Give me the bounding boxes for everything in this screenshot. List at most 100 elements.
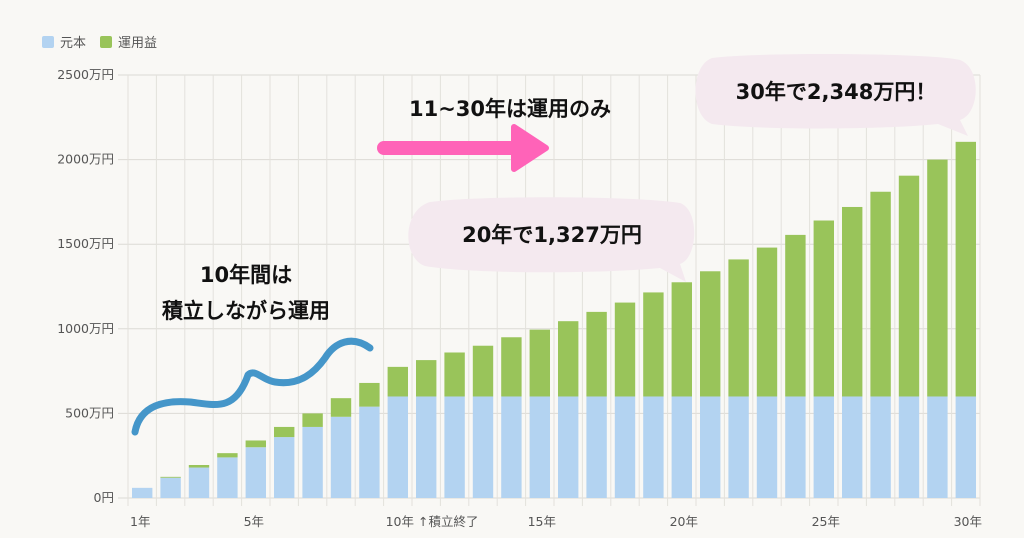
right-arrow-icon [377, 124, 549, 172]
bar-segment-returns [614, 302, 636, 397]
bar-year-12[interactable] [444, 352, 465, 498]
y-tick-label: 2000万円 [57, 152, 114, 167]
bar-segment-returns [330, 398, 352, 417]
bar-segment-principal [813, 396, 834, 498]
annotation-investment-only: 11~30年は運用のみ [409, 97, 611, 121]
bar-year-10[interactable] [387, 366, 408, 498]
legend-label-principal: 元本 [60, 36, 87, 51]
bar-segment-returns [302, 413, 323, 427]
bar-segment-principal [359, 406, 380, 498]
bar-year-6[interactable] [274, 426, 295, 498]
bar-segment-returns [728, 259, 749, 397]
bar-year-9[interactable] [359, 382, 380, 498]
chart-legend: 元本 運用益 [42, 32, 157, 51]
bar-segment-principal [302, 426, 323, 498]
bar-segment-returns [472, 345, 494, 397]
bar-segment-principal [700, 396, 721, 498]
bar-year-24[interactable] [785, 234, 806, 498]
bar-segment-returns [700, 271, 721, 397]
bar-year-28[interactable] [898, 175, 920, 498]
bar-segment-principal [444, 396, 465, 498]
bar-segment-returns [643, 292, 664, 397]
bar-segment-principal [132, 487, 153, 498]
bar-year-18[interactable] [614, 302, 636, 498]
bar-year-7[interactable] [302, 413, 323, 498]
bar-year-5[interactable] [245, 440, 266, 498]
x-tick-label: 1年 [130, 514, 150, 529]
bar-year-16[interactable] [558, 321, 579, 498]
bar-segment-principal [586, 396, 607, 498]
bar-segment-returns [217, 453, 238, 458]
bar-segment-principal [217, 457, 238, 498]
bar-year-30[interactable] [955, 141, 976, 498]
y-tick-label: 1500万円 [57, 236, 114, 251]
bar-segment-principal [188, 467, 210, 498]
x-tick-label: 20年 [670, 514, 698, 529]
legend-item-returns[interactable]: 運用益 [100, 32, 157, 51]
annotation-accumulate-line2: 積立しながら運用 [162, 299, 330, 323]
bar-segment-principal [387, 396, 408, 498]
bar-segment-returns [671, 282, 692, 397]
legend-item-principal[interactable]: 元本 [42, 32, 86, 51]
legend-swatch-returns [100, 35, 113, 48]
bar-year-1[interactable] [132, 487, 153, 498]
bar-segment-principal [160, 477, 181, 498]
bar-segment-returns [274, 426, 295, 438]
bar-year-19[interactable] [643, 292, 664, 498]
bar-year-29[interactable] [927, 159, 948, 498]
bar-year-23[interactable] [756, 247, 778, 498]
bar-segment-principal [842, 396, 863, 498]
callout-bubble-30-years: 30年で2,348万円！ [695, 54, 976, 136]
bar-year-17[interactable] [586, 311, 607, 498]
bar-segment-returns [529, 329, 550, 397]
bar-segment-returns [558, 321, 579, 397]
bar-segment-principal [245, 447, 266, 498]
x-axis: 1年 5年 10年 ↑積立終了 15年 20年 25年 30年 [130, 514, 982, 529]
callout-bubble-20-years: 20年で1,327万円 [408, 197, 695, 282]
y-axis: 0円 500万円 1000万円 1500万円 2000万円 2500万円 [57, 67, 114, 505]
bar-year-14[interactable] [501, 337, 522, 498]
annotation-accumulate-line1: 10年間は [200, 263, 292, 287]
bar-segment-principal [785, 396, 806, 498]
bar-segment-returns [359, 382, 380, 407]
bar-year-22[interactable] [728, 259, 749, 498]
x-tick-label: 30年 [954, 514, 982, 529]
bar-segment-principal [728, 396, 749, 498]
bar-segment-principal [274, 437, 295, 498]
bar-segment-returns [444, 352, 465, 397]
bar-segment-returns [160, 476, 181, 478]
bar-segment-returns [756, 247, 778, 397]
bar-year-26[interactable] [842, 206, 863, 498]
callout-30-years-text: 30年で2,348万円！ [736, 80, 937, 104]
bar-segment-returns [813, 220, 834, 397]
bar-year-21[interactable] [700, 271, 721, 498]
x-tick-label: 5年 [244, 514, 264, 529]
bar-year-27[interactable] [870, 191, 891, 498]
bar-segment-returns [842, 206, 863, 397]
squiggle-line-icon [131, 337, 374, 436]
bar-segment-returns [387, 366, 408, 397]
bar-year-4[interactable] [217, 453, 238, 498]
y-tick-label: 0円 [94, 490, 114, 505]
bar-segment-principal [671, 396, 692, 498]
bar-series [132, 141, 976, 498]
bar-year-13[interactable] [472, 345, 494, 498]
bar-segment-principal [472, 396, 494, 498]
bar-segment-principal [955, 396, 976, 498]
bar-year-8[interactable] [330, 398, 352, 498]
bar-segment-principal [330, 416, 352, 498]
bar-segment-principal [756, 396, 778, 498]
callout-20-years-text: 20年で1,327万円 [462, 223, 642, 247]
x-tick-label: 10年 ↑積立終了 [386, 514, 479, 529]
bar-year-2[interactable] [160, 476, 181, 498]
bar-segment-returns [188, 465, 210, 468]
bar-year-11[interactable] [416, 360, 437, 498]
legend-label-returns: 運用益 [118, 36, 158, 51]
bar-segment-returns [898, 175, 920, 397]
bar-year-20[interactable] [671, 282, 692, 498]
bar-year-3[interactable] [188, 465, 210, 498]
y-tick-label: 2500万円 [57, 67, 114, 82]
bar-segment-principal [416, 396, 437, 498]
bar-year-25[interactable] [813, 220, 834, 498]
bar-year-15[interactable] [529, 329, 550, 498]
